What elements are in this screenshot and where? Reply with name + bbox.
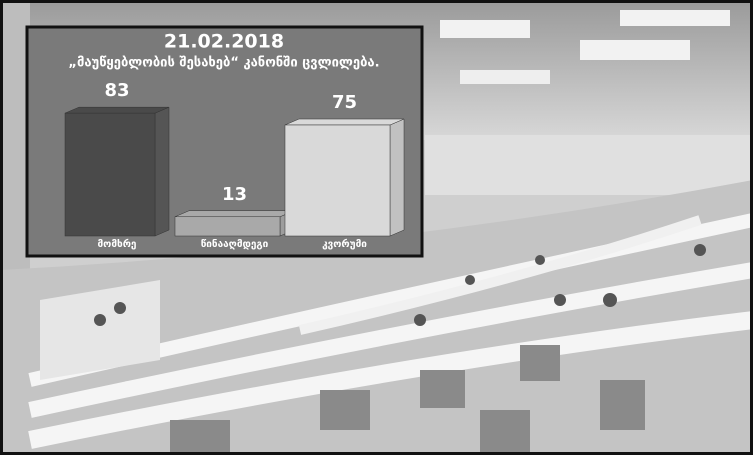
category-label: წინააღმდეგი [201, 238, 269, 250]
bar [65, 113, 155, 236]
bar-top [285, 119, 404, 125]
data-label: 83 [104, 80, 129, 101]
data-label: 75 [332, 92, 357, 113]
bar-top [65, 107, 169, 113]
chart-subtitle: „მაუწყებლობის შესახებ“ კანონში ცვლილება. [68, 56, 379, 71]
bar-top [175, 211, 294, 217]
bar-side [390, 119, 404, 236]
category-label: მომხრე [98, 238, 137, 250]
data-label: 13 [222, 184, 247, 205]
bar-side [155, 107, 169, 236]
bar [175, 217, 280, 236]
chart-panel: 21.02.2018 „მაუწყებლობის შესახებ“ კანონშ… [27, 27, 422, 256]
category-label: კვორუმი [322, 238, 367, 250]
chart-title: 21.02.2018 [164, 31, 284, 53]
screenshot: 21.02.2018 „მაუწყებლობის შესახებ“ კანონშ… [0, 0, 753, 455]
bar [285, 125, 390, 236]
